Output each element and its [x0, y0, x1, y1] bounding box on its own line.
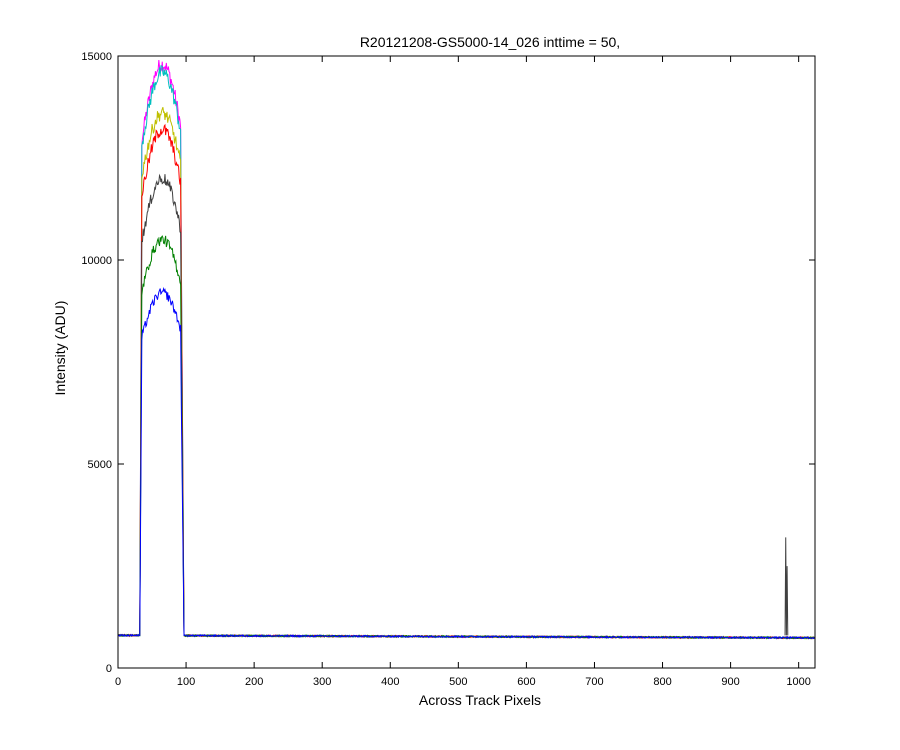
x-tick-label: 100 — [177, 676, 195, 688]
x-tick-label: 0 — [115, 676, 121, 688]
series-line-2 — [117, 106, 815, 640]
x-tick-label: 400 — [381, 676, 399, 688]
y-tick-label: 15000 — [81, 51, 112, 63]
series-line-5 — [117, 235, 815, 640]
x-tick-label: 1000 — [786, 676, 810, 688]
y-tick-label: 10000 — [81, 255, 112, 267]
x-tick-label: 800 — [653, 676, 671, 688]
x-tick-label: 500 — [449, 676, 467, 688]
series-line-1 — [117, 65, 815, 640]
ticks-layer: 0 100 200 300 400 500 600 700 800 900 100005000100… — [81, 51, 815, 688]
y-tick-label: 0 — [106, 663, 112, 675]
x-tick-label: 300 — [313, 676, 331, 688]
x-tick-label: 200 — [245, 676, 263, 688]
series-line-0 — [117, 60, 815, 640]
chart-title: R20121208-GS5000-14_026 inttime = 50, — [360, 34, 620, 50]
y-tick-label: 5000 — [88, 459, 112, 471]
series-line-4 — [117, 173, 815, 640]
series-line-3 — [117, 123, 815, 640]
series-layer — [117, 60, 815, 640]
series-line-6 — [117, 286, 815, 640]
x-tick-label: 600 — [517, 676, 535, 688]
x-tick-label: 900 — [721, 676, 739, 688]
x-axis-label: Across Track Pixels — [419, 692, 541, 708]
plot-frame — [117, 55, 816, 669]
x-tick-label: 700 — [585, 676, 603, 688]
spike-mark — [784, 537, 789, 636]
y-axis-label: Intensity (ADU) — [52, 301, 68, 396]
